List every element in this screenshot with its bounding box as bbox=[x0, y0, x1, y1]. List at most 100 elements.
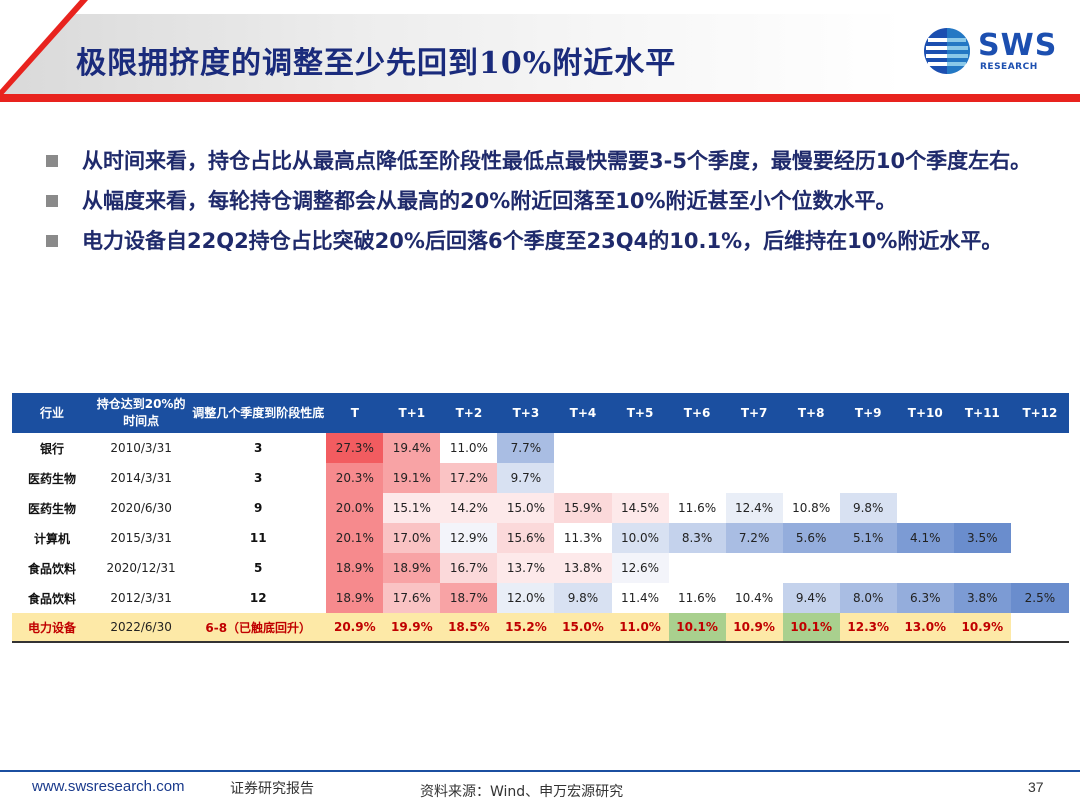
value-cell bbox=[897, 433, 954, 463]
value-cell bbox=[783, 463, 840, 493]
bullet-text: 从时间来看，持仓占比从最高点降低至阶段性最低点最快需要3-5个季度，最慢要经历1… bbox=[82, 149, 1032, 173]
value-cell: 14.2% bbox=[440, 493, 498, 523]
value-cell: 9.8% bbox=[839, 493, 897, 523]
value-cell: 13.8% bbox=[554, 553, 612, 583]
value-cell: 10.9% bbox=[725, 613, 783, 642]
value-cell bbox=[897, 493, 954, 523]
value-cell bbox=[897, 553, 954, 583]
date-cell: 2020/6/30 bbox=[110, 501, 172, 515]
column-header: T bbox=[326, 393, 384, 433]
value-cell: 19.1% bbox=[383, 463, 441, 493]
value-cell: 20.3% bbox=[326, 463, 384, 493]
value-cell: 8.0% bbox=[839, 583, 897, 613]
value-cell: 18.5% bbox=[440, 613, 498, 642]
value-cell: 20.0% bbox=[326, 493, 384, 523]
header-red-bar bbox=[0, 94, 1080, 102]
bullet-item: 电力设备自22Q2持仓占比突破20%后回落6个季度至23Q4的10.1%，后维持… bbox=[40, 222, 1040, 260]
value-cell: 9.7% bbox=[497, 463, 555, 493]
bullet-square-icon bbox=[46, 235, 58, 247]
date-cell: 2022/6/30 bbox=[92, 613, 191, 642]
value-cell bbox=[954, 433, 1011, 463]
value-cell: 8.3% bbox=[668, 523, 726, 553]
footer-report-label: 证券研究报告 bbox=[230, 781, 314, 797]
value-cell: 17.6% bbox=[383, 583, 441, 613]
column-header: T+5 bbox=[611, 393, 669, 433]
value-cell bbox=[1011, 463, 1069, 493]
value-cell: 18.7% bbox=[440, 583, 498, 613]
value-cell bbox=[897, 463, 954, 493]
header-band bbox=[0, 0, 1080, 112]
value-cell: 10.8% bbox=[782, 493, 840, 523]
column-header: T+1 bbox=[383, 393, 441, 433]
value-cell: 3.5% bbox=[953, 523, 1011, 553]
column-header: T+9 bbox=[839, 393, 897, 433]
value-cell: 27.3% bbox=[326, 433, 384, 463]
quarters-cell: 12 bbox=[249, 591, 267, 605]
value-cell: 12.3% bbox=[839, 613, 897, 642]
value-cell: 2.5% bbox=[1010, 583, 1069, 613]
table-row: 食品饮料 2020/12/31 5 18.9% 18.9% 16.7% 13.7% 13.8%… bbox=[12, 553, 1069, 583]
value-cell: 12.9% bbox=[440, 523, 498, 553]
holdings-table: 行业 持仓达到20%的时间点 调整几个季度到阶段性底 T T+1 T+2 T+3 T+4 T+5… bbox=[12, 393, 1069, 643]
value-cell bbox=[612, 433, 669, 463]
table-row: 医药生物 2020/6/30 9 20.0% 15.1% 14.2% 15.0% 15.9% 1… bbox=[12, 493, 1069, 523]
quarters-cell: 9 bbox=[254, 501, 263, 515]
value-cell: 4.1% bbox=[896, 523, 954, 553]
value-cell bbox=[669, 553, 726, 583]
value-cell bbox=[954, 463, 1011, 493]
bullet-item: 从幅度来看，每轮持仓调整都会从最高的20%附近回落至10%附近甚至小个位数水平。 bbox=[40, 182, 1040, 220]
value-cell: 7.7% bbox=[497, 433, 555, 463]
value-cell: 12.6% bbox=[611, 553, 669, 583]
value-cell bbox=[954, 493, 1011, 523]
value-cell bbox=[669, 433, 726, 463]
column-header: T+2 bbox=[440, 393, 498, 433]
value-cell: 15.6% bbox=[497, 523, 555, 553]
value-cell bbox=[1011, 433, 1069, 463]
value-cell: 9.4% bbox=[782, 583, 840, 613]
value-cell: 19.4% bbox=[383, 433, 441, 463]
footer-website-link[interactable]: www.swsresearch.com bbox=[32, 778, 185, 795]
date-cell: 2015/3/31 bbox=[110, 531, 172, 545]
value-cell: 20.9% bbox=[326, 613, 384, 642]
date-cell: 2010/3/31 bbox=[110, 441, 172, 455]
value-cell: 11.3% bbox=[554, 523, 612, 553]
value-cell: 18.9% bbox=[383, 553, 441, 583]
bullet-list: 从时间来看，持仓占比从最高点降低至阶段性最低点最快需要3-5个季度，最慢要经历1… bbox=[40, 142, 1040, 262]
table-header-row: 行业 持仓达到20%的时间点 调整几个季度到阶段性底 T T+1 T+2 T+3 T+4 T+5… bbox=[12, 393, 1069, 433]
footer-line bbox=[0, 770, 1080, 772]
footer-source: 资料来源：Wind、申万宏源研究 bbox=[420, 784, 624, 800]
value-cell: 10.4% bbox=[725, 583, 783, 613]
value-cell bbox=[726, 433, 783, 463]
column-header: T+11 bbox=[953, 393, 1011, 433]
quarters-cell: 3 bbox=[254, 441, 263, 455]
value-cell bbox=[840, 553, 897, 583]
column-header: T+12 bbox=[1010, 393, 1069, 433]
logo-text: SWS bbox=[978, 28, 1058, 63]
industry-cell: 医药生物 bbox=[28, 501, 77, 516]
value-cell: 17.0% bbox=[383, 523, 441, 553]
page-number: 37 bbox=[1028, 779, 1044, 795]
value-cell: 15.9% bbox=[554, 493, 612, 523]
quarters-cell: 3 bbox=[254, 471, 263, 485]
date-cell: 2020/12/31 bbox=[106, 561, 176, 575]
value-cell: 7.2% bbox=[725, 523, 783, 553]
value-cell bbox=[554, 433, 611, 463]
value-cell: 5.1% bbox=[839, 523, 897, 553]
column-header: 持仓达到20%的时间点 bbox=[92, 393, 191, 433]
industry-cell: 计算机 bbox=[34, 531, 71, 546]
header-shade bbox=[0, 14, 905, 98]
value-cell: 11.0% bbox=[611, 613, 669, 642]
table-row: 电力设备 2022/6/30 6-8（已触底回升） 20.9% 19.9% 18.5% 15… bbox=[12, 613, 1069, 642]
value-cell: 13.7% bbox=[497, 553, 555, 583]
value-cell: 10.0% bbox=[611, 523, 669, 553]
column-header: T+3 bbox=[497, 393, 555, 433]
page-title: 极限拥挤度的调整至少先回到10%附近水平 bbox=[76, 46, 677, 81]
table-row: 银行 2010/3/31 3 27.3% 19.4% 11.0% 7.7% bbox=[12, 433, 1069, 463]
value-cell bbox=[612, 463, 669, 493]
date-cell: 2014/3/31 bbox=[110, 471, 172, 485]
value-cell: 3.8% bbox=[953, 583, 1011, 613]
table-row: 医药生物 2014/3/31 3 20.3% 19.1% 17.2% 9.7% bbox=[12, 463, 1069, 493]
bullet-item: 从时间来看，持仓占比从最高点降低至阶段性最低点最快需要3-5个季度，最慢要经历1… bbox=[40, 142, 1040, 180]
column-header: 行业 bbox=[12, 393, 93, 433]
value-cell bbox=[726, 553, 783, 583]
